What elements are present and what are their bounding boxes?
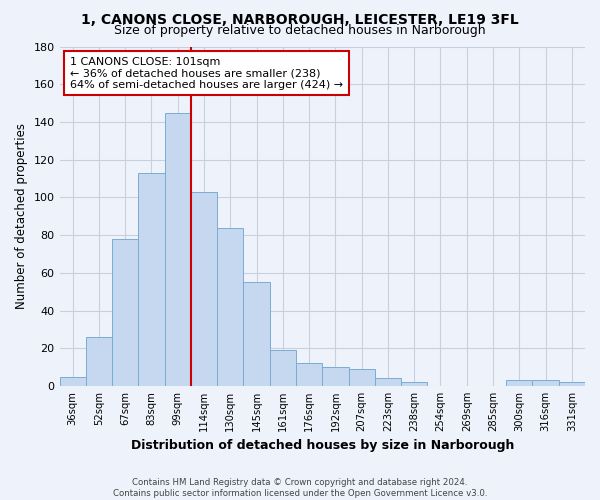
Bar [401,382,427,386]
Bar [244,282,270,386]
Bar [270,350,296,386]
Bar [532,380,559,386]
Bar [86,337,112,386]
Bar [164,112,191,386]
Text: Contains HM Land Registry data © Crown copyright and database right 2024.
Contai: Contains HM Land Registry data © Crown c… [113,478,487,498]
Bar [112,239,139,386]
Bar [349,369,375,386]
Text: 1 CANONS CLOSE: 101sqm
← 36% of detached houses are smaller (238)
64% of semi-de: 1 CANONS CLOSE: 101sqm ← 36% of detached… [70,56,343,90]
Bar [217,228,244,386]
Bar [191,192,217,386]
Bar [375,378,401,386]
Bar [59,376,86,386]
Text: Size of property relative to detached houses in Narborough: Size of property relative to detached ho… [114,24,486,37]
Text: 1, CANONS CLOSE, NARBOROUGH, LEICESTER, LE19 3FL: 1, CANONS CLOSE, NARBOROUGH, LEICESTER, … [81,12,519,26]
X-axis label: Distribution of detached houses by size in Narborough: Distribution of detached houses by size … [131,440,514,452]
Bar [506,380,532,386]
Bar [559,382,585,386]
Bar [296,364,322,386]
Bar [322,367,349,386]
Bar [139,173,164,386]
Y-axis label: Number of detached properties: Number of detached properties [15,123,28,309]
